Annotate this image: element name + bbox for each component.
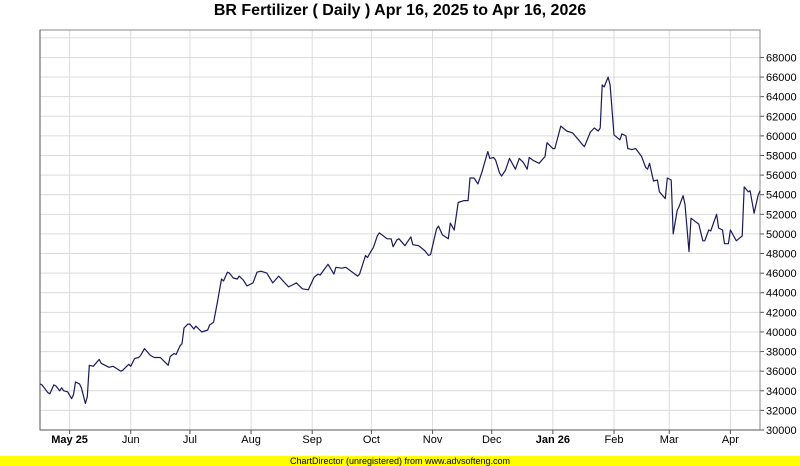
price-line — [39, 76, 761, 405]
y-tick-label: 54000 — [766, 190, 797, 202]
y-tick-label: 66000 — [766, 72, 797, 84]
y-tick-label: 44000 — [766, 288, 797, 300]
x-tick-label: Oct — [363, 434, 380, 446]
x-tick-label: Aug — [241, 434, 261, 446]
x-tick-label: Jan 26 — [536, 434, 570, 446]
footer-watermark: ChartDirector (unregistered) from www.ad… — [0, 456, 800, 466]
y-tick-label: 56000 — [766, 170, 797, 182]
y-tick-label: 40000 — [766, 327, 797, 339]
y-tick-label: 36000 — [766, 366, 797, 378]
y-tick-label: 52000 — [766, 209, 797, 221]
y-tick-label: 50000 — [766, 229, 797, 241]
y-tick-label: 48000 — [766, 249, 797, 261]
x-tick-label: Sep — [302, 434, 322, 446]
x-tick-label: Dec — [482, 434, 502, 446]
y-tick-label: 32000 — [766, 405, 797, 417]
y-tick-label: 42000 — [766, 307, 797, 319]
line-chart: 30000 32000 34000 36000 38000 40000 42000 44000… — [39, 29, 797, 446]
x-tick-label: Mar — [660, 434, 679, 446]
x-tick-label: Jul — [183, 434, 197, 446]
y-tick-label: 58000 — [766, 150, 797, 162]
x-tick-label: Feb — [605, 434, 624, 446]
chart-title: BR Fertilizer ( Daily ) Apr 16, 2025 to … — [213, 2, 587, 19]
y-tick-label: 62000 — [766, 111, 797, 123]
x-tick-label: Nov — [423, 434, 443, 446]
x-tick-label: Apr — [722, 434, 739, 446]
y-tick-label: 30000 — [766, 425, 797, 437]
x-tick-label: May 25 — [51, 434, 88, 446]
plot-area — [40, 30, 760, 430]
y-tick-label: 60000 — [766, 131, 797, 143]
y-tick-label: 34000 — [766, 386, 797, 398]
y-tick-label: 68000 — [766, 52, 797, 64]
x-tick-label: Jun — [122, 434, 140, 446]
y-tick-label: 38000 — [766, 347, 797, 359]
y-tick-label: 64000 — [766, 92, 797, 104]
y-tick-label: 46000 — [766, 268, 797, 280]
